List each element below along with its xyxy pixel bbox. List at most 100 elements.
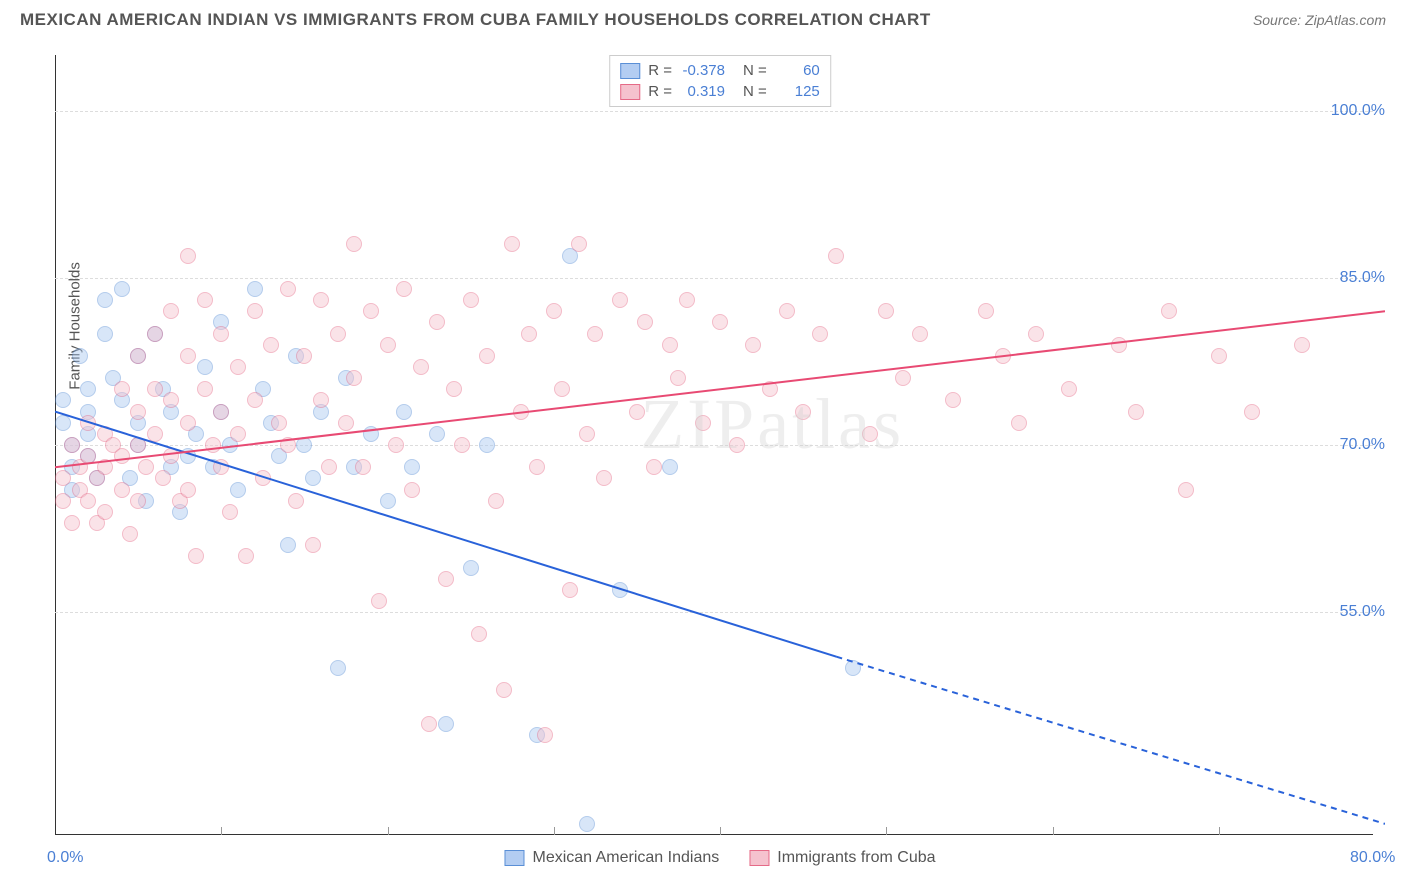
scatter-point-pink — [163, 448, 179, 464]
scatter-point-pink — [712, 314, 728, 330]
scatter-point-pink — [413, 359, 429, 375]
scatter-point-blue — [72, 348, 88, 364]
scatter-point-pink — [1178, 482, 1194, 498]
scatter-point-blue — [280, 537, 296, 553]
scatter-point-blue — [579, 816, 595, 832]
scatter-point-pink — [130, 437, 146, 453]
scatter-point-pink — [338, 415, 354, 431]
scatter-point-pink — [122, 526, 138, 542]
scatter-point-pink — [321, 459, 337, 475]
scatter-point-blue — [363, 426, 379, 442]
scatter-point-blue — [197, 359, 213, 375]
source-label: Source: ZipAtlas.com — [1253, 12, 1386, 28]
n-label: N = — [743, 83, 767, 100]
scatter-point-pink — [163, 303, 179, 319]
scatter-point-pink — [762, 381, 778, 397]
scatter-point-blue — [55, 392, 71, 408]
scatter-point-pink — [513, 404, 529, 420]
legend-bottom-item: Immigrants from Cuba — [749, 849, 935, 867]
scatter-point-blue — [97, 292, 113, 308]
scatter-point-pink — [438, 571, 454, 587]
scatter-point-pink — [1244, 404, 1260, 420]
scatter-point-pink — [213, 404, 229, 420]
x-tick — [221, 827, 222, 835]
scatter-point-pink — [978, 303, 994, 319]
scatter-point-blue — [438, 716, 454, 732]
scatter-point-pink — [155, 470, 171, 486]
grid-line — [55, 278, 1373, 279]
scatter-point-pink — [380, 337, 396, 353]
legend-top-row: R =0.319N =125 — [620, 81, 820, 102]
scatter-point-blue — [404, 459, 420, 475]
scatter-point-pink — [779, 303, 795, 319]
scatter-point-blue — [55, 415, 71, 431]
r-label: R = — [648, 83, 672, 100]
scatter-point-pink — [355, 459, 371, 475]
legend-swatch — [504, 850, 524, 866]
scatter-point-pink — [429, 314, 445, 330]
scatter-point-pink — [396, 281, 412, 297]
x-tick — [388, 827, 389, 835]
scatter-point-pink — [679, 292, 695, 308]
scatter-point-blue — [97, 326, 113, 342]
scatter-point-pink — [114, 448, 130, 464]
scatter-point-pink — [271, 415, 287, 431]
scatter-point-pink — [296, 348, 312, 364]
legend-bottom-item: Mexican American Indians — [504, 849, 719, 867]
scatter-point-blue — [296, 437, 312, 453]
scatter-point-pink — [995, 348, 1011, 364]
legend-top-row: R =-0.378N =60 — [620, 60, 820, 81]
grid-line — [55, 612, 1373, 613]
n-value: 60 — [775, 62, 820, 79]
scatter-point-pink — [745, 337, 761, 353]
scatter-point-pink — [197, 381, 213, 397]
scatter-point-pink — [64, 437, 80, 453]
scatter-point-pink — [646, 459, 662, 475]
chart-title: MEXICAN AMERICAN INDIAN VS IMMIGRANTS FR… — [20, 10, 931, 30]
legend-swatch — [749, 850, 769, 866]
scatter-point-blue — [479, 437, 495, 453]
scatter-point-pink — [878, 303, 894, 319]
scatter-point-pink — [446, 381, 462, 397]
scatter-point-pink — [862, 426, 878, 442]
scatter-point-blue — [612, 582, 628, 598]
scatter-point-pink — [330, 326, 346, 342]
scatter-point-blue — [845, 660, 861, 676]
scatter-point-pink — [222, 504, 238, 520]
scatter-point-pink — [529, 459, 545, 475]
scatter-point-pink — [371, 593, 387, 609]
scatter-point-pink — [255, 470, 271, 486]
scatter-point-pink — [114, 482, 130, 498]
scatter-point-blue — [463, 560, 479, 576]
scatter-point-pink — [163, 392, 179, 408]
scatter-point-pink — [114, 381, 130, 397]
scatter-point-pink — [80, 493, 96, 509]
x-tick-label: 0.0% — [47, 849, 83, 867]
legend-swatch — [620, 84, 640, 100]
scatter-point-pink — [180, 348, 196, 364]
scatter-point-pink — [213, 459, 229, 475]
scatter-point-pink — [363, 303, 379, 319]
scatter-point-pink — [180, 482, 196, 498]
scatter-point-pink — [463, 292, 479, 308]
x-tick — [886, 827, 887, 835]
scatter-point-pink — [197, 292, 213, 308]
scatter-point-pink — [812, 326, 828, 342]
scatter-point-pink — [247, 303, 263, 319]
legend-swatch — [620, 63, 640, 79]
scatter-point-pink — [537, 727, 553, 743]
scatter-point-pink — [205, 437, 221, 453]
scatter-point-pink — [238, 548, 254, 564]
series-legend: Mexican American Indians Immigrants from … — [504, 849, 935, 867]
legend-label: Mexican American Indians — [532, 849, 719, 867]
scatter-point-pink — [80, 448, 96, 464]
scatter-point-pink — [729, 437, 745, 453]
scatter-point-pink — [55, 470, 71, 486]
scatter-point-pink — [612, 292, 628, 308]
scatter-point-blue — [180, 448, 196, 464]
scatter-point-pink — [521, 326, 537, 342]
scatter-point-pink — [895, 370, 911, 386]
x-tick-label: 80.0% — [1350, 849, 1395, 867]
scatter-point-pink — [263, 337, 279, 353]
scatter-point-blue — [114, 281, 130, 297]
